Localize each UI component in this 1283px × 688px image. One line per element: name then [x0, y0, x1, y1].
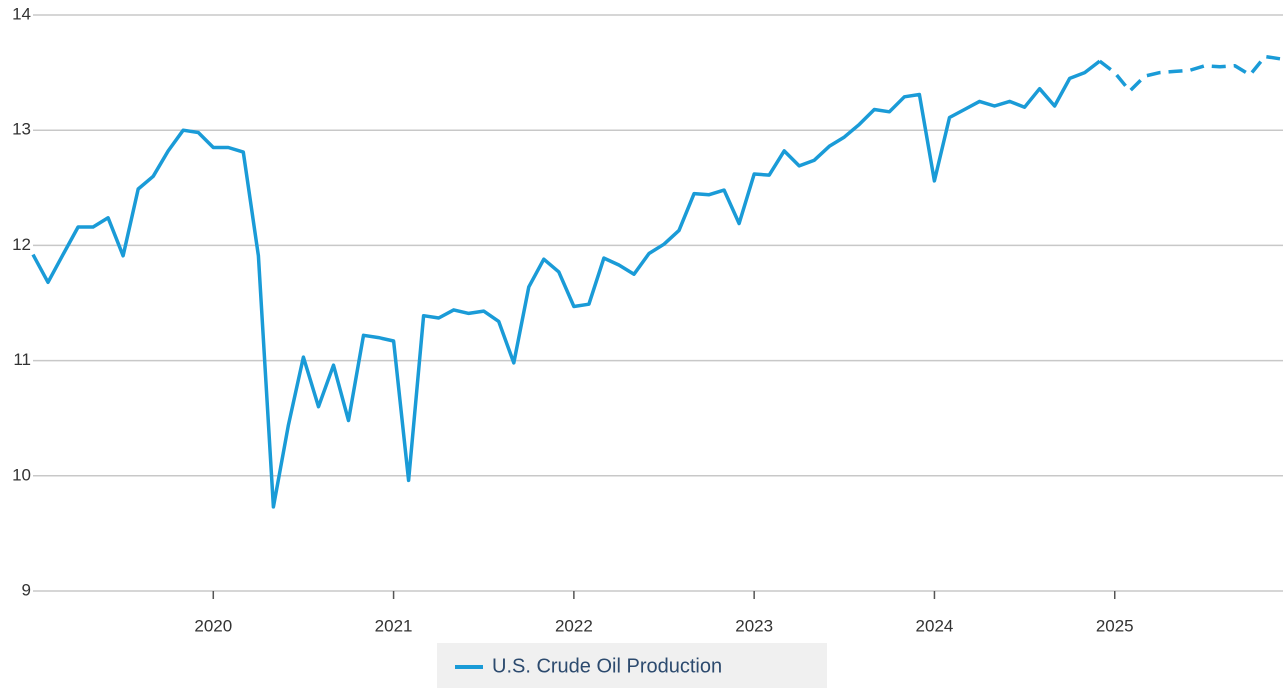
x-tick-label: 2020: [194, 616, 232, 635]
x-tick-label: 2022: [555, 616, 593, 635]
y-tick-label: 12: [12, 235, 31, 254]
series-line: [1098, 54, 1281, 93]
x-tick-label: 2023: [735, 616, 773, 635]
y-tick-label: 13: [12, 120, 31, 139]
y-tick-label: 10: [12, 465, 31, 484]
y-tick-label: 9: [22, 580, 31, 599]
x-tick-label: 2021: [375, 616, 413, 635]
legend-label: U.S. Crude Oil Production: [492, 655, 722, 677]
series-line: [31, 59, 1101, 509]
x-tick-label: 2024: [916, 616, 954, 635]
y-tick-label: 11: [13, 350, 31, 369]
legend-box: [437, 643, 827, 688]
x-tick-label: 2025: [1096, 616, 1134, 635]
y-tick-label: 14: [12, 4, 31, 23]
